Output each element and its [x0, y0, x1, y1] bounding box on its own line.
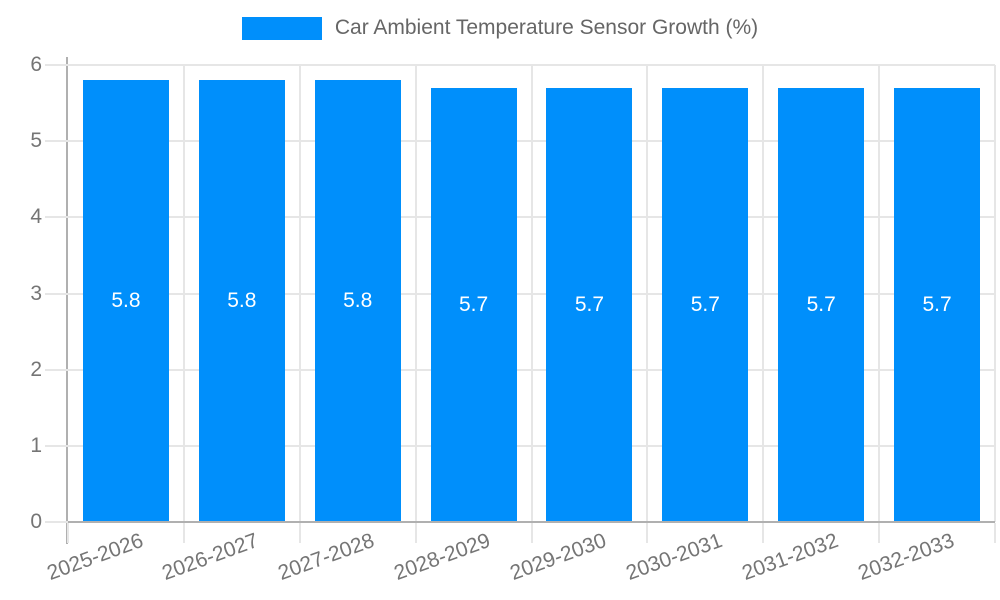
- y-axis-tick-label: 0: [30, 510, 42, 533]
- y-axis-tick-label: 6: [30, 53, 42, 76]
- y-axis-tick-label: 1: [30, 433, 42, 457]
- v-gridline: [646, 65, 649, 522]
- v-gridline: [762, 65, 765, 522]
- y-axis-tick: [45, 216, 68, 219]
- legend[interactable]: Car Ambient Temperature Sensor Growth (%…: [0, 16, 1000, 40]
- y-axis-tick: [45, 521, 68, 523]
- bar-value-label: 5.7: [922, 292, 952, 316]
- x-axis-tick: [994, 523, 996, 543]
- bar-value-label: 5.7: [806, 292, 836, 316]
- x-axis-tick-label: 2030-2031: [622, 529, 726, 585]
- v-gridline: [298, 65, 301, 522]
- y-axis-tick-label: 3: [30, 281, 42, 305]
- bar-value-label: 5.8: [111, 289, 141, 313]
- y-axis-tick-label: 4: [30, 205, 42, 229]
- x-axis-tick-label: 2031-2032: [738, 529, 842, 585]
- x-axis-tick-label: 2028-2029: [391, 529, 494, 585]
- legend-swatch: [241, 16, 322, 40]
- y-axis-tick: [45, 64, 68, 66]
- x-axis-tick: [530, 523, 533, 543]
- bar-value-label: 5.7: [690, 292, 720, 316]
- plot-area: 5.8 5.8 5.8 5.7 5.7 5.7 5.7 5.7: [68, 64, 996, 522]
- bar-2026-2027[interactable]: 5.8: [198, 80, 285, 522]
- v-gridline: [530, 65, 533, 522]
- x-axis-tick: [298, 523, 301, 543]
- bar-2031-2032[interactable]: 5.7: [778, 87, 865, 522]
- y-axis-tick: [45, 444, 68, 447]
- v-gridline: [414, 65, 417, 522]
- v-gridline: [994, 65, 996, 522]
- x-axis-tick: [182, 523, 185, 543]
- y-axis-tick: [45, 140, 68, 143]
- y-axis-line: [66, 57, 68, 544]
- x-axis-tick-label: 2027-2028: [275, 529, 378, 585]
- x-axis-tick: [646, 523, 649, 543]
- bar-2025-2026[interactable]: 5.8: [82, 80, 169, 522]
- v-gridline: [878, 65, 881, 522]
- x-axis-tick: [414, 523, 417, 543]
- v-gridline: [182, 65, 185, 522]
- bar-2028-2029[interactable]: 5.7: [430, 87, 517, 522]
- x-axis-tick: [762, 523, 765, 543]
- legend-label: Car Ambient Temperature Sensor Growth (%…: [334, 16, 759, 39]
- x-axis-line: [68, 521, 995, 523]
- bar-2032-2033[interactable]: 5.7: [894, 87, 981, 522]
- x-axis-tick-label: 2032-2033: [854, 529, 957, 585]
- x-axis-tick: [878, 523, 881, 543]
- y-axis-tick-label: 2: [30, 357, 42, 381]
- y-axis-tick: [45, 368, 68, 371]
- y-axis-tick: [45, 292, 68, 295]
- x-axis-tick: [67, 523, 69, 543]
- x-axis-tick-label: 2026-2027: [159, 529, 262, 585]
- y-axis-tick-label: 5: [30, 129, 42, 153]
- bar-2030-2031[interactable]: 5.7: [662, 87, 749, 522]
- bar-value-label: 5.7: [574, 292, 605, 316]
- x-axis-tick-label: 2029-2030: [507, 529, 610, 585]
- x-axis-tick-label: 2025-2026: [43, 529, 146, 585]
- bar-value-label: 5.8: [227, 289, 257, 313]
- bar-2027-2028[interactable]: 5.8: [314, 80, 401, 522]
- bar-value-label: 5.7: [458, 292, 489, 316]
- bar-2029-2030[interactable]: 5.7: [546, 87, 633, 522]
- bar-value-label: 5.8: [343, 289, 373, 313]
